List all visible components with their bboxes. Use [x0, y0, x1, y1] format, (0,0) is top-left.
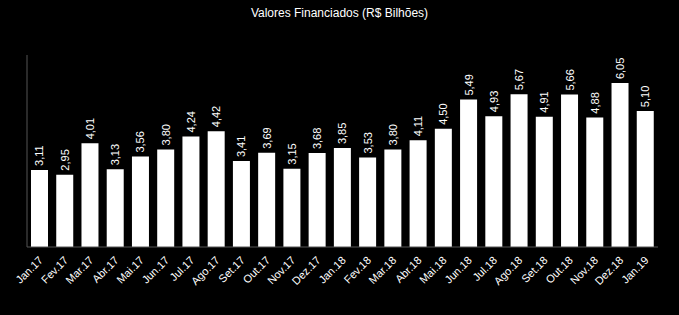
svg-text:Fev.17: Fev.17 — [38, 253, 71, 286]
svg-text:Nov.17: Nov.17 — [264, 253, 298, 287]
svg-text:4,91: 4,91 — [538, 91, 550, 112]
svg-text:3,85: 3,85 — [336, 123, 348, 144]
svg-text:5,66: 5,66 — [564, 69, 576, 90]
svg-text:Mai.17: Mai.17 — [114, 254, 146, 286]
svg-text:Abr.18: Abr.18 — [392, 253, 424, 285]
svg-text:4,42: 4,42 — [210, 106, 222, 127]
svg-text:3,80: 3,80 — [387, 124, 399, 145]
svg-text:Jul.18: Jul.18 — [470, 253, 500, 284]
svg-text:5,49: 5,49 — [463, 74, 475, 95]
svg-text:Jan.17: Jan.17 — [13, 254, 45, 286]
html-text:Valores Financiados (R$ Bilhõe: Valores Financiados (R$ Bilhões) — [250, 6, 429, 20]
svg-text:Abr.17: Abr.17 — [89, 253, 121, 285]
svg-text:Jan.18: Jan.18 — [316, 254, 348, 286]
svg-text:Jul.17: Jul.17 — [167, 253, 197, 284]
svg-text:4,88: 4,88 — [589, 92, 601, 113]
svg-text:3,68: 3,68 — [311, 128, 323, 149]
svg-text:Fev.18: Fev.18 — [341, 253, 374, 286]
svg-text:3,56: 3,56 — [134, 131, 146, 152]
svg-text:Jan.19: Jan.19 — [619, 254, 651, 286]
svg-text:4,24: 4,24 — [185, 111, 197, 132]
svg-text:6,05: 6,05 — [614, 58, 626, 79]
svg-text:Jun.18: Jun.18 — [442, 254, 474, 286]
svg-text:3,53: 3,53 — [362, 132, 374, 153]
svg-text:Ago.17: Ago.17 — [189, 254, 222, 287]
svg-text:3,69: 3,69 — [261, 127, 273, 148]
svg-text:Set.17: Set.17 — [216, 253, 247, 285]
svg-text:Dez.17: Dez.17 — [290, 254, 323, 287]
svg-text:4,50: 4,50 — [437, 103, 449, 124]
svg-text:3,11: 3,11 — [34, 145, 46, 166]
svg-text:3,80: 3,80 — [160, 124, 172, 145]
svg-text:Out.17: Out.17 — [240, 253, 273, 286]
svg-text:Mar.17: Mar.17 — [63, 254, 95, 286]
svg-text:Mai.18: Mai.18 — [417, 254, 449, 286]
svg-text:2,95: 2,95 — [59, 149, 71, 170]
svg-text:4,11: 4,11 — [412, 116, 424, 137]
svg-text:Ago.18: Ago.18 — [491, 254, 524, 287]
svg-text:4,93: 4,93 — [488, 91, 500, 112]
svg-text:Jun.17: Jun.17 — [139, 254, 171, 286]
svg-text:4,01: 4,01 — [84, 118, 96, 139]
svg-text:Out.18: Out.18 — [543, 253, 576, 286]
svg-text:3,41: 3,41 — [235, 136, 247, 157]
svg-text:5,67: 5,67 — [513, 69, 525, 90]
svg-text:Dez.18: Dez.18 — [592, 254, 625, 287]
svg-text:Nov.18: Nov.18 — [567, 253, 601, 287]
svg-text:5,10: 5,10 — [639, 86, 651, 107]
svg-text:3,15: 3,15 — [286, 143, 298, 164]
svg-text:Set.18: Set.18 — [518, 253, 550, 285]
svg-text:Mar.18: Mar.18 — [366, 254, 398, 286]
svg-text:3,13: 3,13 — [109, 144, 121, 165]
